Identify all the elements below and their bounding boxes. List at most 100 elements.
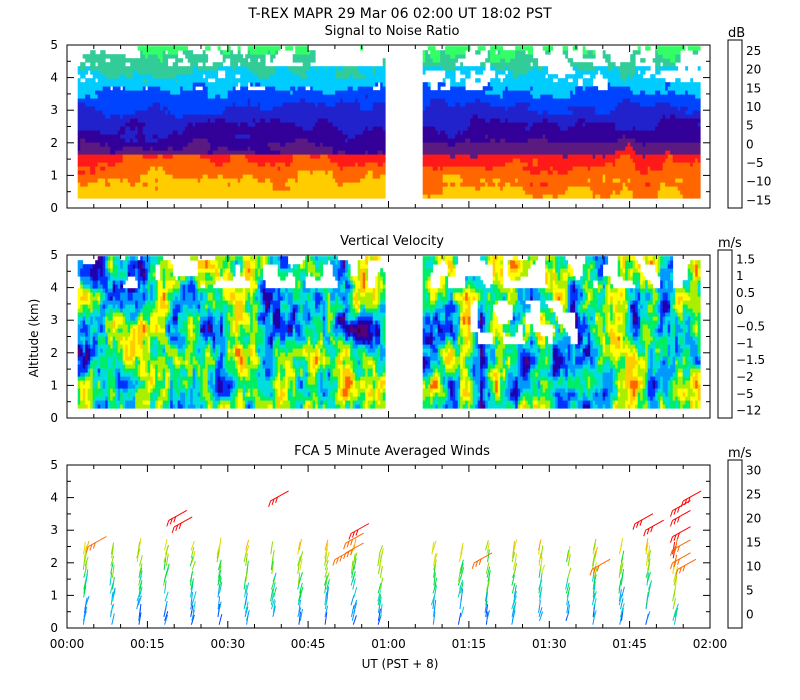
heat-cell	[182, 130, 186, 135]
heat-cell	[220, 78, 224, 83]
heat-cell	[127, 146, 131, 151]
heat-cell	[452, 54, 456, 59]
heat-cell	[297, 106, 301, 111]
heat-cell	[110, 102, 114, 107]
heat-cell	[422, 194, 426, 199]
heat-cell	[260, 54, 264, 59]
heat-cell	[340, 150, 344, 155]
heat-cell	[200, 98, 204, 103]
heat-cell	[342, 82, 346, 87]
heat-cell	[455, 194, 459, 199]
heat-cell	[277, 90, 281, 95]
heat-cell	[435, 162, 439, 167]
heat-cell	[217, 190, 221, 195]
heat-cell	[250, 46, 254, 51]
heat-cell	[207, 146, 211, 151]
heat-cell	[465, 146, 469, 151]
heat-cell	[125, 106, 129, 111]
heat-cell	[155, 134, 159, 139]
heat-cell	[335, 106, 339, 111]
heat-cell	[255, 146, 259, 151]
heat-cell	[365, 162, 369, 167]
heat-cell	[327, 138, 331, 143]
heat-cell	[222, 86, 226, 91]
heat-cell	[305, 78, 309, 83]
heat-cell	[447, 110, 451, 115]
heat-cell	[225, 170, 229, 175]
heat-cell	[337, 154, 341, 159]
heat-cell	[125, 74, 129, 79]
heat-cell	[150, 118, 154, 123]
heat-cell	[242, 98, 246, 103]
heat-cell	[307, 122, 311, 127]
heat-cell	[327, 130, 331, 135]
heat-cell	[92, 86, 96, 91]
heat-cell	[455, 142, 459, 147]
heat-cell	[265, 122, 269, 127]
heat-cell	[442, 194, 446, 199]
heat-cell	[375, 186, 379, 191]
heat-cell	[462, 194, 466, 199]
heat-cell	[192, 130, 196, 135]
heat-cell	[365, 142, 369, 147]
heat-cell	[282, 174, 286, 179]
heat-cell	[425, 182, 429, 187]
heat-cell	[125, 150, 129, 155]
heat-cell	[310, 78, 314, 83]
heat-cell	[115, 102, 119, 107]
heat-cell	[342, 78, 346, 83]
heat-cell	[172, 174, 176, 179]
heat-cell	[275, 102, 279, 107]
heat-cell	[182, 78, 186, 83]
heat-cell	[352, 122, 356, 127]
heat-cell	[332, 194, 336, 199]
heat-cell	[235, 66, 239, 71]
heat-cell	[432, 142, 436, 147]
heat-cell	[295, 118, 299, 123]
heat-cell	[85, 170, 89, 175]
heat-cell	[430, 162, 434, 167]
heat-cell	[145, 194, 149, 199]
heat-cell	[425, 150, 429, 155]
heat-cell	[260, 82, 264, 87]
heat-cell	[105, 106, 109, 111]
heat-cell	[270, 126, 274, 131]
heat-cell	[317, 82, 321, 87]
y-axis-label: Altitude (km)	[27, 299, 41, 378]
heat-cell	[455, 90, 459, 95]
heat-cell	[470, 174, 474, 179]
heat-cell	[110, 138, 114, 143]
heat-cell	[155, 74, 159, 79]
heat-cell	[97, 86, 101, 91]
heat-cell	[107, 142, 111, 147]
heat-cell	[425, 66, 429, 71]
heat-cell	[137, 110, 141, 115]
heat-cell	[245, 126, 249, 131]
heat-cell	[450, 150, 454, 155]
heat-cell	[285, 146, 289, 151]
heat-cell	[122, 142, 126, 147]
heat-cell	[460, 90, 464, 95]
heat-cell	[167, 146, 171, 151]
heat-cell	[447, 118, 451, 123]
heat-cell	[150, 130, 154, 135]
heat-cell	[295, 194, 299, 199]
heat-cell	[112, 106, 116, 111]
heat-cell	[192, 90, 196, 95]
heat-cell	[342, 174, 346, 179]
heat-cell	[465, 190, 469, 195]
heat-cell	[250, 110, 254, 115]
heat-cell	[350, 186, 354, 191]
heat-cell	[210, 194, 214, 199]
heat-cell	[190, 126, 194, 131]
heat-cell	[287, 82, 291, 87]
heat-cell	[310, 150, 314, 155]
heat-cell	[240, 190, 244, 195]
heat-cell	[230, 186, 234, 191]
heat-cell	[342, 126, 346, 131]
heat-cell	[437, 158, 441, 163]
heat-cell	[340, 94, 344, 99]
heat-cell	[202, 70, 206, 75]
heat-cell	[105, 86, 109, 91]
heat-cell	[450, 86, 454, 91]
